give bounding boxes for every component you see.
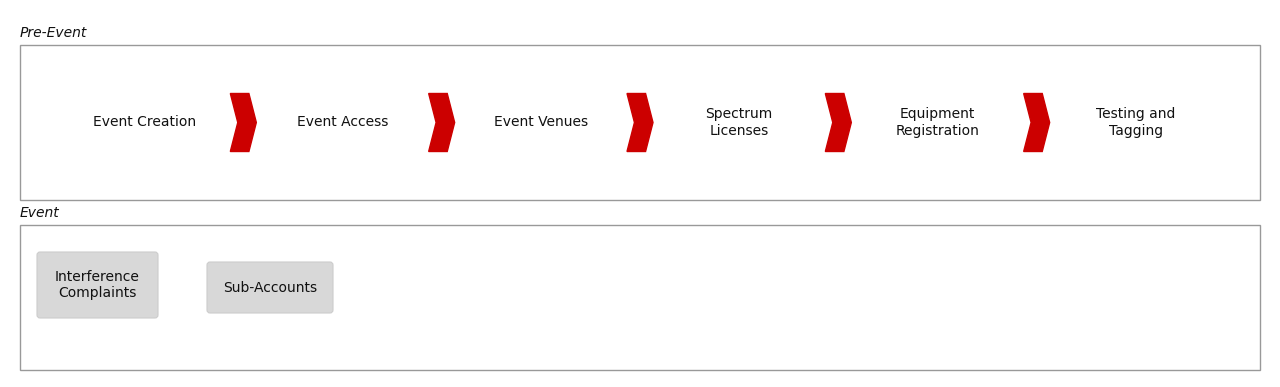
Polygon shape [429, 94, 454, 151]
FancyBboxPatch shape [37, 252, 157, 318]
Polygon shape [1024, 94, 1050, 151]
FancyBboxPatch shape [20, 45, 1260, 200]
Text: Sub-Accounts: Sub-Accounts [223, 281, 317, 295]
Polygon shape [230, 94, 256, 151]
Text: Event Venues: Event Venues [494, 115, 588, 130]
Text: Equipment
Registration: Equipment Registration [896, 108, 979, 138]
Polygon shape [627, 94, 653, 151]
Text: Event Creation: Event Creation [92, 115, 196, 130]
Text: Event: Event [20, 206, 60, 220]
FancyBboxPatch shape [20, 225, 1260, 370]
Text: Testing and
Tagging: Testing and Tagging [1096, 108, 1175, 138]
Text: Spectrum
Licenses: Spectrum Licenses [705, 108, 773, 138]
Polygon shape [826, 94, 851, 151]
Text: Interference
Complaints: Interference Complaints [55, 270, 140, 300]
FancyBboxPatch shape [207, 262, 333, 313]
Text: Event Access: Event Access [297, 115, 388, 130]
Text: Pre-Event: Pre-Event [20, 26, 87, 40]
